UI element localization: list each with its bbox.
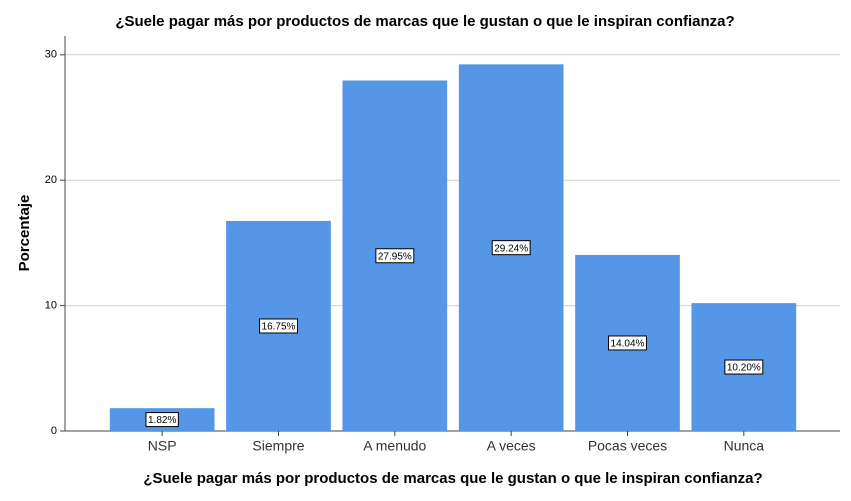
data-label: 27.95% xyxy=(378,251,412,262)
data-label: 14.04% xyxy=(611,339,645,350)
x-tick-label: A veces xyxy=(487,438,536,454)
x-tick-label: A menudo xyxy=(363,438,426,454)
y-tick-label: 20 xyxy=(45,174,57,186)
x-axis-label: ¿Suele pagar más por productos de marcas… xyxy=(143,470,762,487)
data-label-box xyxy=(608,335,647,351)
y-tick-label: 0 xyxy=(51,425,57,437)
data-label-box xyxy=(145,412,179,428)
x-tick-label: NSP xyxy=(148,438,177,454)
x-tick-label: Pocas veces xyxy=(588,438,667,454)
y-tick-label: 10 xyxy=(45,300,57,312)
y-tick-label: 30 xyxy=(45,49,57,61)
data-label-box xyxy=(375,248,415,264)
data-label-box xyxy=(491,240,531,256)
data-label-box xyxy=(724,359,764,375)
y-axis-label: Porcentaje xyxy=(16,195,33,272)
data-label: 16.75% xyxy=(262,322,296,333)
chart-title: ¿Suele pagar más por productos de marcas… xyxy=(115,13,734,30)
data-label: 29.24% xyxy=(494,243,528,254)
data-label-box xyxy=(259,318,298,334)
data-label: 1.82% xyxy=(148,415,176,426)
x-tick-label: Nunca xyxy=(724,438,765,454)
x-tick-label: Siempre xyxy=(252,438,304,454)
data-label: 10.20% xyxy=(727,363,761,374)
